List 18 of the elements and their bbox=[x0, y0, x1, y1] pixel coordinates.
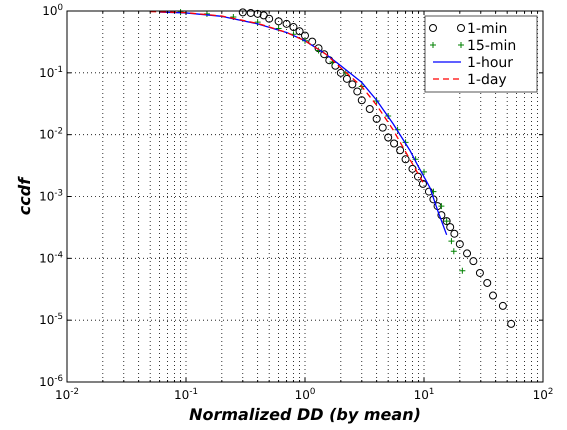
x-tick-label: 10$^{-2}$ bbox=[55, 387, 79, 402]
legend-label: 1-min bbox=[467, 21, 508, 37]
y-tick-label: 10$^{-1}$ bbox=[39, 64, 63, 80]
y-tick-label: 10$^{-5}$ bbox=[39, 312, 63, 328]
x-tick-label: 10$^{1}$ bbox=[414, 387, 434, 402]
y-tick-label: 10$^{-2}$ bbox=[39, 126, 63, 142]
legend-label: 1-hour bbox=[467, 55, 514, 71]
x-tick-label: 10$^{0}$ bbox=[294, 387, 316, 402]
y-tick-label: 10$^{0}$ bbox=[42, 3, 63, 18]
y-tick-label: 10$^{-4}$ bbox=[39, 250, 63, 266]
y-tick-label: 10$^{-6}$ bbox=[39, 374, 63, 389]
x-tick-label: 10$^{2}$ bbox=[532, 387, 554, 402]
y-axis-title: ccdf bbox=[15, 176, 34, 216]
x-axis-title: Normalized DD (by mean) bbox=[189, 405, 421, 424]
x-tick-label: 10$^{-1}$ bbox=[174, 387, 198, 402]
legend-label: 15-min bbox=[467, 38, 516, 54]
y-tick-label: 10$^{-3}$ bbox=[39, 188, 63, 204]
legend-label: 1-day bbox=[467, 72, 507, 88]
